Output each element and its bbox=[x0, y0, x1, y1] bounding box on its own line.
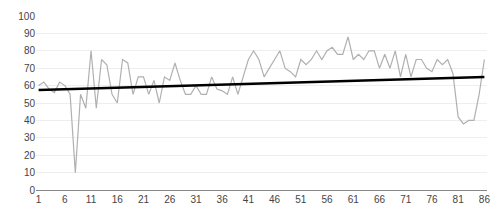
svg-text:1: 1 bbox=[36, 194, 42, 205]
svg-text:30: 30 bbox=[24, 132, 36, 143]
svg-text:0: 0 bbox=[29, 185, 35, 196]
svg-text:71: 71 bbox=[400, 194, 412, 205]
svg-text:26: 26 bbox=[164, 194, 176, 205]
svg-text:100: 100 bbox=[18, 11, 35, 22]
svg-text:41: 41 bbox=[243, 194, 255, 205]
svg-text:51: 51 bbox=[295, 194, 307, 205]
svg-text:36: 36 bbox=[217, 194, 229, 205]
svg-text:56: 56 bbox=[321, 194, 333, 205]
svg-text:80: 80 bbox=[24, 45, 36, 56]
svg-text:10: 10 bbox=[24, 167, 36, 178]
svg-text:20: 20 bbox=[24, 150, 36, 161]
svg-text:70: 70 bbox=[24, 63, 36, 74]
svg-text:6: 6 bbox=[62, 194, 68, 205]
svg-text:16: 16 bbox=[112, 194, 124, 205]
svg-text:21: 21 bbox=[138, 194, 150, 205]
svg-text:86: 86 bbox=[479, 194, 491, 205]
svg-text:60: 60 bbox=[24, 80, 36, 91]
svg-text:11: 11 bbox=[86, 194, 97, 205]
svg-text:61: 61 bbox=[348, 194, 360, 205]
svg-text:66: 66 bbox=[374, 194, 386, 205]
svg-text:31: 31 bbox=[190, 194, 202, 205]
svg-text:46: 46 bbox=[269, 194, 281, 205]
svg-text:76: 76 bbox=[426, 194, 438, 205]
svg-text:50: 50 bbox=[24, 98, 36, 109]
svg-text:90: 90 bbox=[24, 28, 36, 39]
svg-text:81: 81 bbox=[453, 194, 465, 205]
svg-text:40: 40 bbox=[24, 115, 36, 126]
